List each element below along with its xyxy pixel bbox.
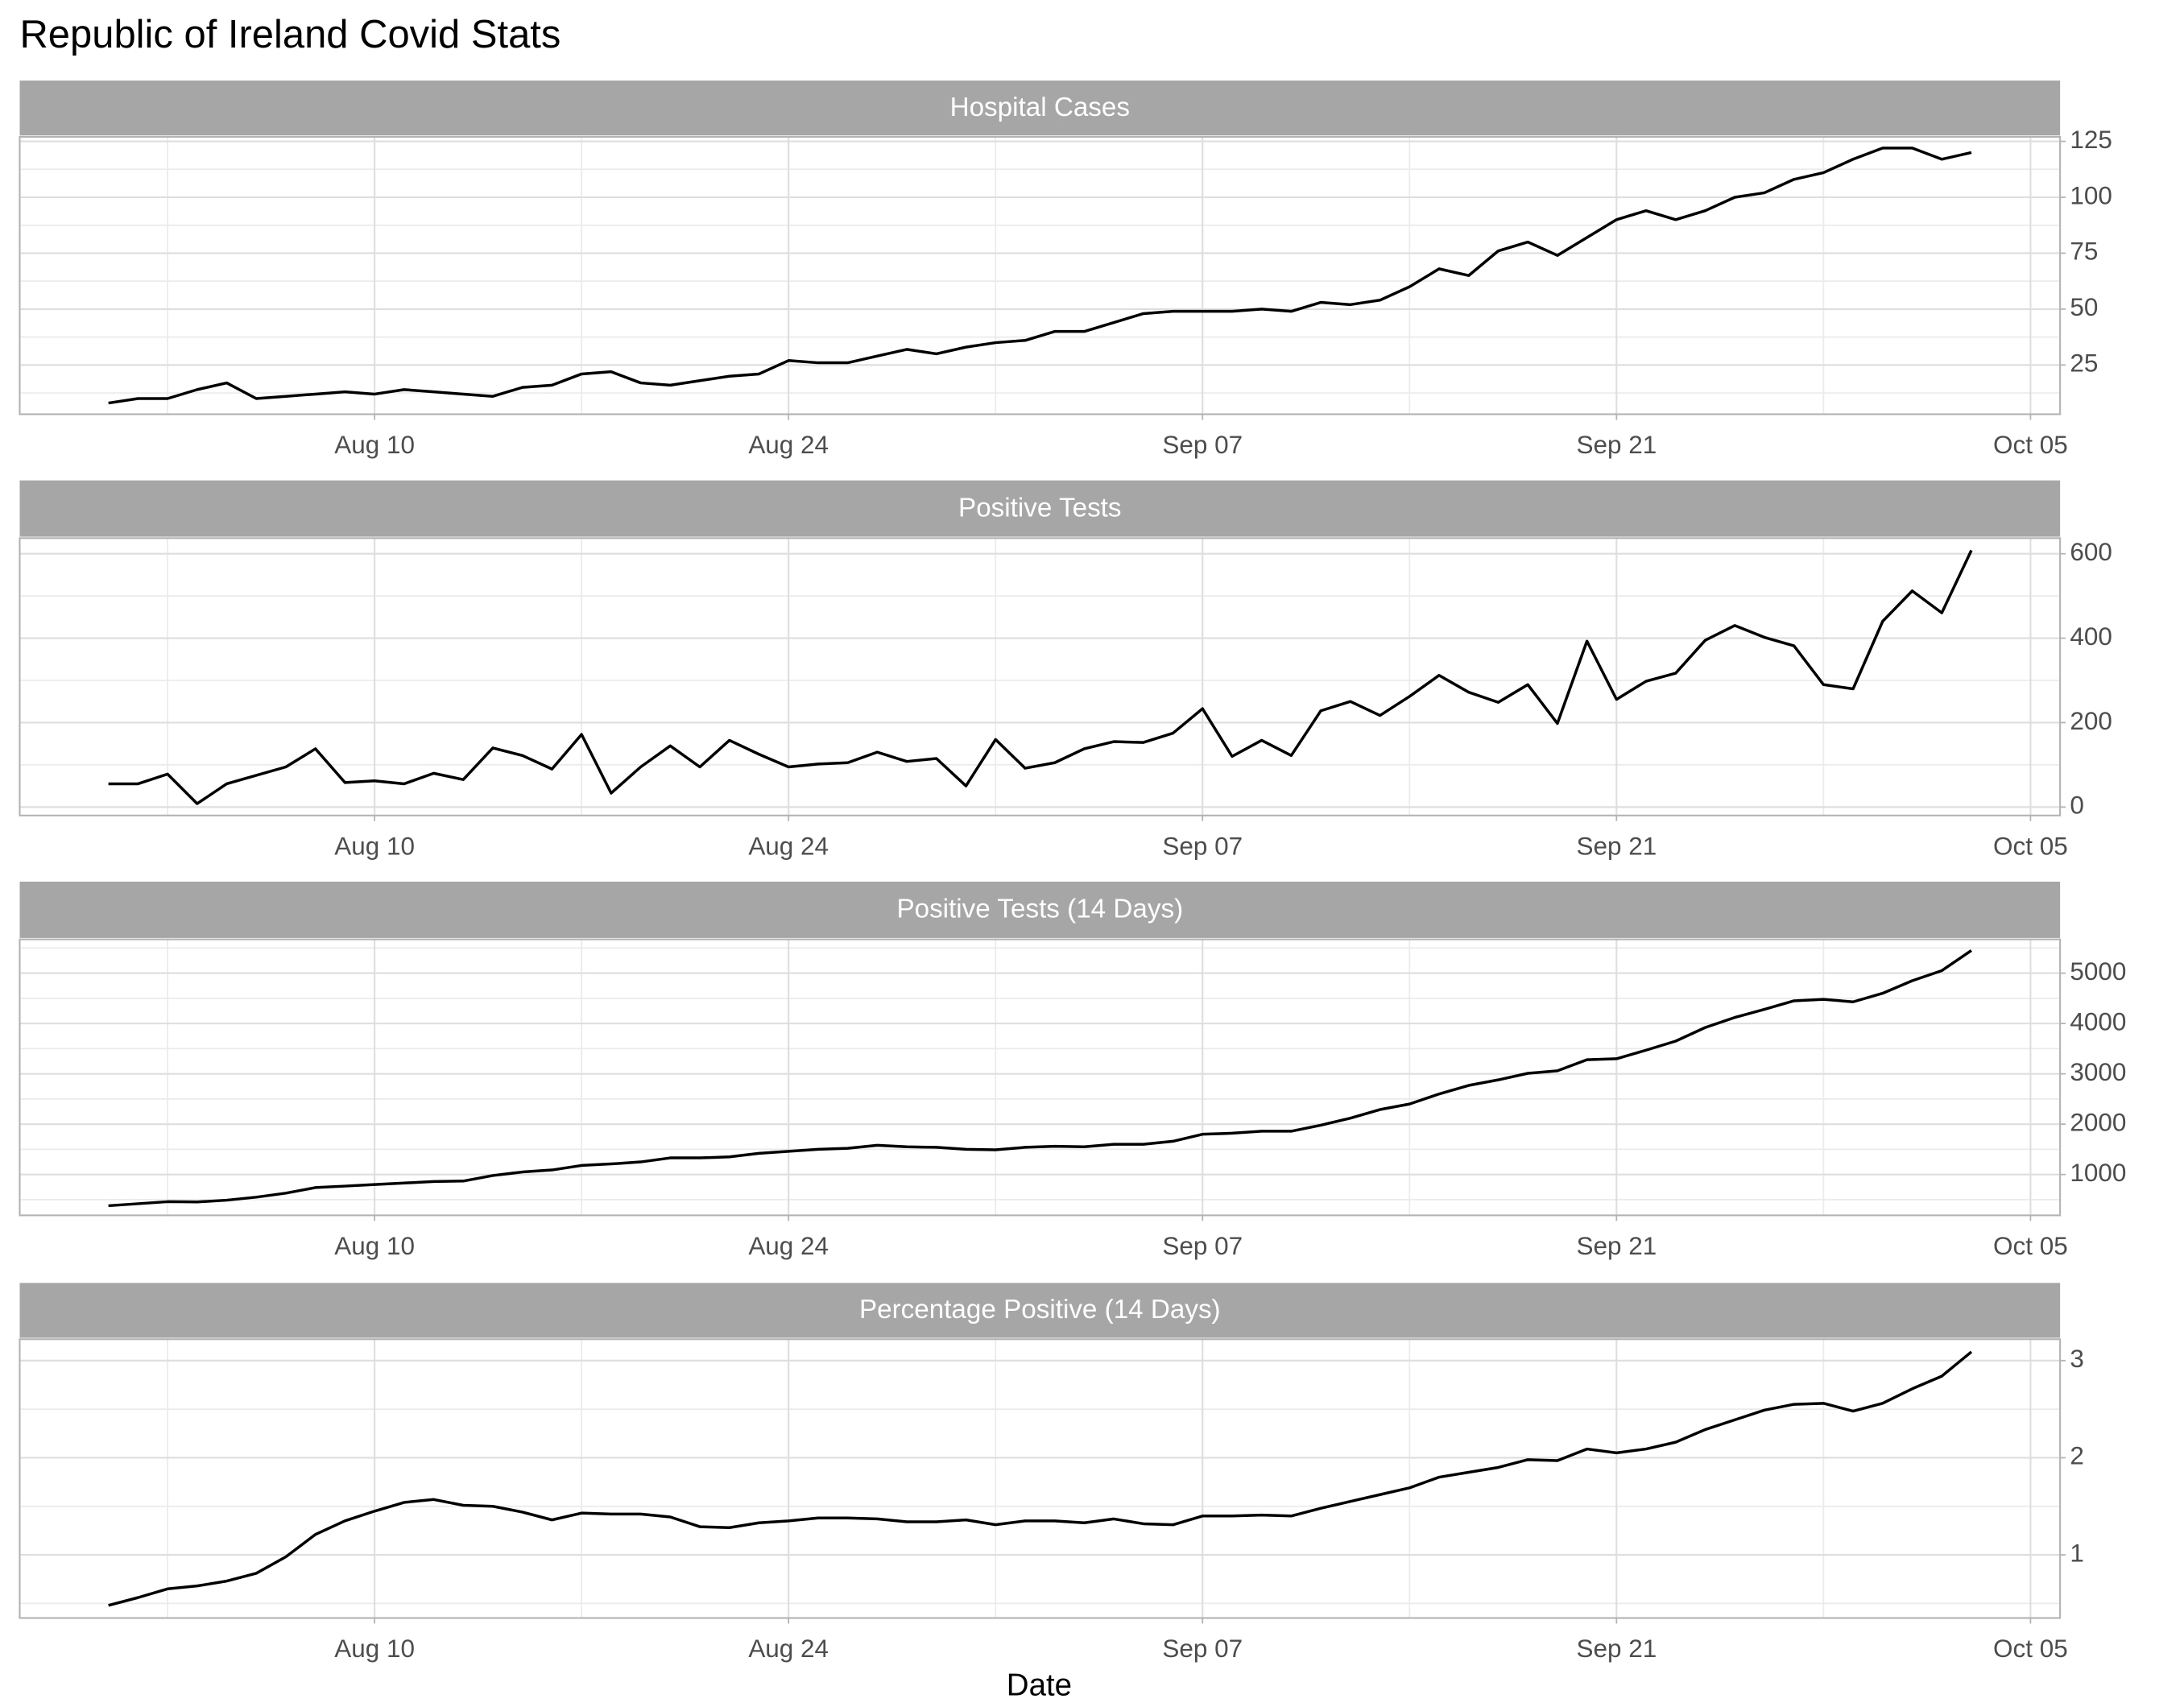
y-tick-label: 0	[2070, 792, 2084, 820]
y-tick-label: 3000	[2070, 1058, 2126, 1086]
x-tick-label: Aug 10	[334, 1635, 415, 1663]
y-tick-label: 125	[2070, 126, 2112, 154]
y-tick-label: 100	[2070, 181, 2112, 209]
panel-border	[19, 135, 2062, 415]
y-tick-label: 5000	[2070, 957, 2126, 986]
panel-border	[19, 537, 2062, 816]
data-line	[108, 949, 1972, 1208]
panel-title: Hospital Cases	[950, 93, 1130, 122]
x-tick-label: Aug 24	[748, 431, 829, 459]
panel-title: Positive Tests (14 Days)	[896, 895, 1183, 924]
x-tick-label: Oct 05	[1993, 431, 2068, 459]
x-tick-label: Sep 21	[1576, 832, 1657, 860]
y-tick-label: 2	[2070, 1442, 2084, 1470]
y-tick-label: 3	[2070, 1345, 2084, 1373]
x-tick-label: Sep 07	[1162, 431, 1243, 459]
strip	[19, 881, 2061, 938]
x-tick-label: Aug 10	[334, 1232, 415, 1260]
data-line	[108, 1350, 1973, 1607]
data-line	[108, 147, 1972, 405]
y-tick-label: 1000	[2070, 1159, 2126, 1187]
panel-border	[19, 938, 2062, 1217]
x-tick-label: Aug 24	[748, 1635, 829, 1663]
x-tick-label: Oct 05	[1993, 832, 2068, 860]
y-tick-label: 50	[2070, 293, 2098, 321]
y-tick-label: 25	[2070, 349, 2098, 378]
x-tick-label: Sep 07	[1162, 1635, 1243, 1663]
y-tick-label: 2000	[2070, 1108, 2126, 1136]
y-tick-label: 400	[2070, 622, 2112, 651]
panel-border	[19, 1338, 2062, 1619]
x-tick-label: Sep 21	[1576, 431, 1657, 459]
panel-title: Positive Tests	[958, 493, 1121, 523]
x-tick-label: Aug 10	[334, 832, 415, 860]
x-tick-label: Sep 07	[1162, 1232, 1243, 1260]
y-tick-label: 4000	[2070, 1007, 2126, 1035]
y-tick-label: 75	[2070, 238, 2098, 266]
chart-title: Republic of Ireland Covid Stats	[19, 13, 560, 56]
strip	[19, 1283, 2061, 1338]
x-tick-label: Oct 05	[1993, 1232, 2068, 1260]
x-tick-label: Sep 07	[1162, 832, 1243, 860]
x-tick-label: Aug 24	[748, 832, 829, 860]
y-tick-label: 600	[2070, 538, 2112, 566]
strip	[19, 81, 2061, 136]
panel-title: Percentage Positive (14 Days)	[859, 1295, 1221, 1325]
x-tick-label: Aug 10	[334, 431, 415, 459]
x-tick-label: Aug 24	[748, 1232, 829, 1260]
y-tick-label: 200	[2070, 707, 2112, 735]
x-tick-label: Sep 21	[1576, 1232, 1657, 1260]
data-line	[108, 549, 1973, 805]
strip	[19, 480, 2061, 537]
x-axis-title: Date	[1007, 1668, 1072, 1702]
x-tick-label: Sep 21	[1576, 1635, 1657, 1663]
y-tick-label: 1	[2070, 1539, 2084, 1567]
x-tick-label: Oct 05	[1993, 1635, 2068, 1663]
